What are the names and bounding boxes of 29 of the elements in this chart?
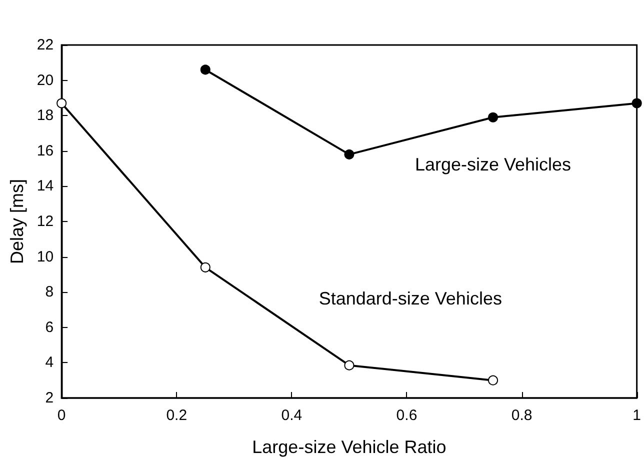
point [200, 262, 210, 272]
y-tick-label: 14 [36, 178, 54, 195]
x-tick-label: 0.6 [396, 407, 418, 424]
y-tick-label: 22 [36, 36, 54, 54]
y-tick-label: 16 [36, 142, 54, 160]
point [56, 98, 67, 108]
y-tick-label: 10 [36, 248, 54, 266]
series-label: Standard-size Vehicles [318, 288, 502, 308]
x-axis-title: Large-size Vehicle Ratio [252, 437, 446, 457]
y-tick-label: 2 [45, 390, 54, 406]
y-axis-title: Delay [ms] [7, 178, 27, 264]
y-tick-label: 12 [36, 213, 54, 230]
x-tick-label: 1 [632, 407, 641, 424]
y-tick-label: 8 [45, 284, 54, 301]
x-tick-label: 0.2 [166, 407, 188, 424]
y-tick-label: 6 [45, 318, 54, 336]
x-tick-label: 0 [57, 407, 66, 424]
series-label: Large-size Vehicles [414, 154, 572, 174]
point [344, 149, 354, 160]
point [200, 64, 210, 75]
y-tick-label: 20 [36, 72, 54, 89]
point [488, 375, 498, 386]
y-tick-label: 18 [36, 107, 54, 124]
y-tick-label: 4 [45, 354, 54, 372]
point [344, 360, 354, 370]
x-tick-label: 0.8 [511, 407, 532, 424]
x-tick-label: 0.4 [281, 407, 302, 424]
point [632, 98, 642, 108]
point [488, 112, 498, 122]
